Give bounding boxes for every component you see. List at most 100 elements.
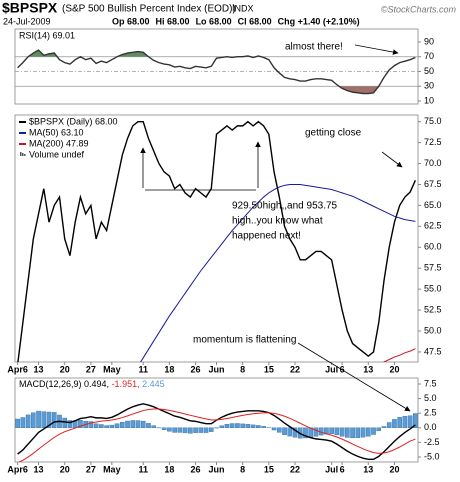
histogram-bar <box>41 411 47 428</box>
annotation-arrows <box>140 44 411 412</box>
histogram-bar <box>140 420 146 428</box>
plot-area <box>15 49 418 95</box>
x-tick-label: Jun <box>208 364 224 374</box>
histogram-bar <box>360 427 366 438</box>
legend-box <box>17 379 237 390</box>
x-tick-label: 26 <box>191 364 201 374</box>
histogram-bar <box>392 419 397 428</box>
histogram-bar <box>313 427 319 437</box>
x-tick-label: 26 <box>191 464 201 474</box>
quote: Op 68.00 Hi 68.00 Lo 68.00 Cl 68.00 Chg +1.4… <box>112 16 360 26</box>
x-tick-label: 20 <box>60 464 70 474</box>
plot-area <box>17 120 417 362</box>
histogram-bar <box>104 425 109 428</box>
credit: ©StockCharts.com <box>381 4 457 14</box>
x-tick-label: May <box>103 364 121 374</box>
histogram-bar <box>350 427 355 439</box>
y-tick-label: 50.0 <box>424 325 442 335</box>
y-tick-label: 90 <box>424 36 434 46</box>
y-tick-label: 57.5 <box>424 263 442 273</box>
y-tick-label: 55.0 <box>424 284 442 294</box>
histogram-bar <box>198 427 204 433</box>
x-tick-label: 20 <box>60 364 70 374</box>
x-tick-label: 20 <box>389 364 399 374</box>
histogram-bar <box>172 427 177 433</box>
histogram-bar <box>381 426 387 428</box>
histogram-bar <box>256 425 261 428</box>
histogram-bar <box>250 424 256 428</box>
histogram-bar <box>167 427 172 432</box>
x-tick-label: Apr6 <box>7 464 28 474</box>
histogram-bar <box>46 411 52 428</box>
y-tick-label: 52.5 <box>424 304 442 314</box>
oversold-fill <box>17 86 416 94</box>
histogram-bar <box>303 427 308 439</box>
y-tick-label: 60.0 <box>424 242 442 252</box>
histogram-bar <box>125 420 130 428</box>
quote-item: Lo 68.00 <box>196 16 232 26</box>
y-tick-label: 67.5 <box>424 179 442 189</box>
histogram-bar <box>224 424 230 428</box>
histogram-bar <box>355 427 361 438</box>
x-tick-label: 27 <box>86 364 96 374</box>
histogram-bar <box>36 410 41 428</box>
x-tick-label: 13 <box>363 464 373 474</box>
legend-entry: MA(50) 63.10 <box>29 127 84 137</box>
legend-entry: RSI(14) 69.01 <box>19 30 75 40</box>
y-tick-label: 72.5 <box>424 137 442 147</box>
x-tick-label: 18 <box>164 464 174 474</box>
histogram-bar <box>240 423 245 428</box>
histogram-bar <box>277 427 282 433</box>
histogram-bar <box>271 427 277 431</box>
legend-bg <box>18 30 77 41</box>
histogram-bar <box>130 420 136 428</box>
histogram-bar <box>402 415 408 428</box>
y-tick-label: 0.0 <box>424 422 437 432</box>
histogram-bar <box>146 423 151 428</box>
histogram-bar <box>229 423 235 428</box>
x-tick-label: 13 <box>363 364 373 374</box>
histogram-bar <box>365 427 371 437</box>
x-tick-label: 22 <box>290 464 300 474</box>
plot-area <box>15 403 418 462</box>
legend-entry: $BPSPX (Daily) 68.00 <box>29 116 118 126</box>
y-tick-label: 75.0 <box>424 116 442 126</box>
y-tick-label: 10 <box>424 95 434 105</box>
annotation: almost there! <box>285 42 343 53</box>
x-tick-label: 13 <box>34 464 44 474</box>
x-tick-label: May <box>103 464 121 474</box>
histogram-bar <box>345 427 350 438</box>
arrow <box>354 44 399 55</box>
symbol: $BPSPX <box>2 0 58 16</box>
x-tick-label: 8 <box>240 364 245 374</box>
histogram-bar <box>51 412 57 428</box>
histogram-bar <box>78 419 83 428</box>
histogram-bar <box>219 425 225 428</box>
legend-bg <box>28 127 85 138</box>
legend-entry: -1.951, <box>112 379 140 389</box>
x-tick-label: 20 <box>389 464 399 474</box>
histogram-bar <box>193 427 198 433</box>
histogram-bar <box>188 427 193 434</box>
y-tick-label: 7.5 <box>424 378 437 388</box>
y-tick-label: 2.5 <box>424 408 437 418</box>
annotation: getting close <box>305 128 362 139</box>
annotation: 929.50high,,and 953.75 <box>232 201 338 212</box>
legend-icon <box>20 152 22 156</box>
arrow <box>297 342 411 412</box>
histogram-bar <box>334 427 340 436</box>
panel: 7.5 5.0 2.5 0.0 -2.5 -5.0 MACD(12,26,9) 0.494,… <box>7 377 440 474</box>
histogram-bar <box>114 423 120 428</box>
histogram-bar <box>292 427 298 438</box>
series-line <box>382 348 416 362</box>
series-line <box>18 408 416 462</box>
legend-entry: MA(200) 47.89 <box>29 138 89 148</box>
histogram-bar <box>161 427 167 430</box>
x-tick-label: 11 <box>138 364 148 374</box>
x-tick-label: 15 <box>264 364 274 374</box>
x-tick-label: 22 <box>290 364 300 374</box>
series-line <box>17 120 417 362</box>
x-tick-label: 15 <box>264 464 274 474</box>
histogram-bar <box>397 417 402 428</box>
